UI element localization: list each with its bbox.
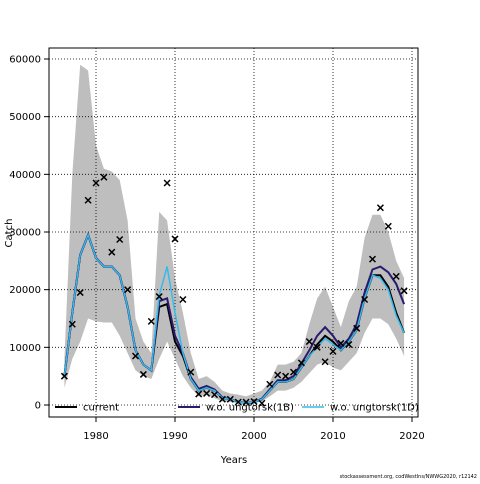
observation [376,204,384,212]
observation [179,295,187,303]
observation [234,398,242,406]
observation [163,179,171,187]
observation [361,295,369,303]
x-tick-label: 1980 [83,431,108,442]
observation [195,390,203,398]
x-tick-label: 2000 [241,431,266,442]
observation [337,339,345,347]
observation [108,248,116,256]
observation [313,343,321,351]
observation [92,179,100,187]
observation [147,317,155,325]
y-tick-label: 60000 [9,54,41,65]
y-tick-label: 20000 [9,285,41,296]
confidence-band [64,64,405,404]
observation [171,235,179,243]
observation [155,293,163,301]
x-tick-label: 2010 [320,431,345,442]
observation [345,340,353,348]
observation [139,370,147,378]
observation [242,398,250,406]
y-axis-label: Catch [4,219,15,248]
observation [305,338,313,346]
y-tick-label: 0 [35,400,41,411]
y-tick-label: 10000 [9,343,41,354]
legend-label: w.o. ungtorsk(1B) [206,403,294,414]
observation [68,320,76,328]
observation [282,372,290,380]
observation [203,389,211,397]
observation [60,372,68,380]
observation [368,255,377,263]
caption: stockassessment.org, codWestIns/NWWG2020… [340,474,477,480]
observation [100,173,108,181]
x-tick-label: 2020 [399,431,424,442]
observation [297,359,305,367]
observation [384,222,392,230]
observation [250,398,258,406]
legend-label: current [83,403,119,414]
observation [84,196,92,204]
observation [187,368,195,376]
observation [289,368,298,376]
observation [226,395,234,403]
x-axis-label: Years [220,455,247,466]
observation [116,235,124,244]
observation [76,289,84,297]
x-tick-label: 1990 [162,431,187,442]
observation [400,287,408,295]
observation [258,399,266,407]
observation [392,272,400,280]
observation [353,324,361,332]
observation [274,371,282,379]
observation [321,358,329,366]
observation [210,391,219,399]
y-tick-label: 50000 [9,112,41,123]
observation [131,352,140,360]
observation [329,347,337,355]
y-tick-label: 40000 [9,170,41,181]
observation [218,395,226,403]
observation [124,286,132,294]
y-tick-label: 30000 [9,227,41,238]
observation [266,380,274,388]
legend-label: w.o. ungtorsk(1D) [330,403,419,414]
plot-frame [48,47,419,418]
